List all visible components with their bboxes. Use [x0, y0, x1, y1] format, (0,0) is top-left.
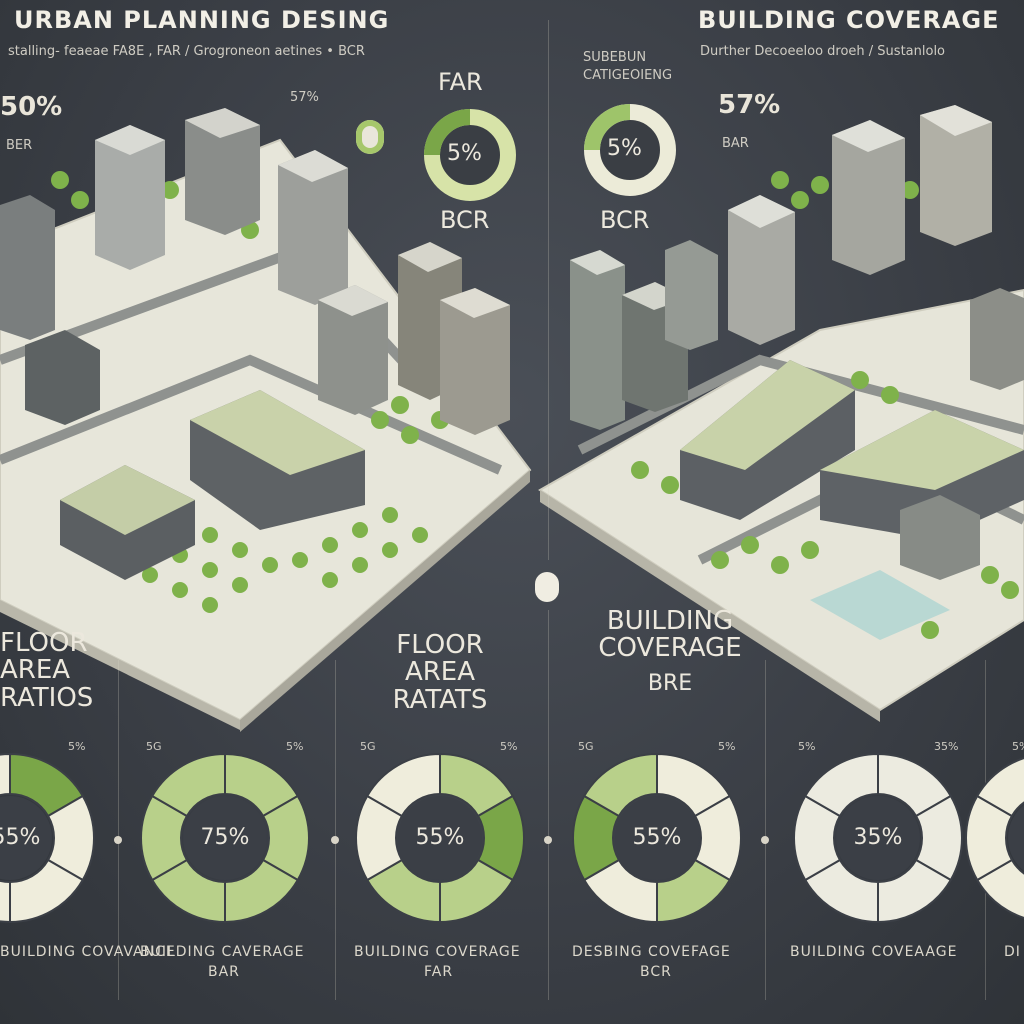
donut-3-center: 55%	[415, 825, 465, 850]
divider-dot-2	[331, 836, 339, 844]
right-ring-center: 5%	[607, 136, 642, 161]
donut-2-footer: BUILDING CAVERAGE	[140, 944, 305, 960]
donut-2-pct-right: 5%	[286, 740, 304, 753]
donut-4-footer: DESBING COVEFAGE	[572, 944, 731, 960]
mid-label-center: FLOOR AREA RATATS	[392, 630, 488, 715]
donut-1-footer: BUILDING COVAVANCE	[0, 944, 176, 960]
donut-2-pct-left: 5G	[146, 740, 162, 753]
left-buildings	[0, 108, 510, 580]
donut-4-pct-left: 5G	[578, 740, 594, 753]
right-buildings	[570, 105, 1024, 580]
donut-5-center: 35%	[853, 825, 903, 850]
divider-center-bottom	[548, 610, 549, 1000]
right-subtitle: Durther Decoeeloo droeh / Sustanlolo	[700, 44, 946, 59]
donut-5-pct-right: 35%	[934, 740, 959, 753]
divider-dot-3	[544, 836, 552, 844]
left-ground-edge	[0, 600, 240, 730]
donut-5-footer: BUILDING COVEAAGE	[790, 944, 958, 960]
right-pool	[810, 570, 950, 640]
right-stat-label: BAR	[722, 136, 749, 151]
left-ring-bottom-label: BCR	[440, 206, 490, 234]
divider-center-top	[548, 20, 549, 560]
center-marker-icon	[535, 572, 559, 602]
left-ring-center: 5%	[447, 141, 482, 166]
donut-3-pct-right: 5%	[500, 740, 518, 753]
donut-4-footer2: BCR	[640, 964, 672, 980]
donut-2-center: 75%	[200, 825, 250, 850]
right-small-label-2: CATIGEOIENG	[583, 68, 673, 83]
donut-1-center: 55%	[0, 825, 41, 850]
mid-label-left: FLOOR AREA RATIOS	[0, 628, 94, 713]
right-ring-bottom-label: BCR	[600, 206, 650, 234]
right-small-label-1: SUBEBUN	[583, 50, 647, 65]
mid-label-right-sub: BRE	[647, 671, 693, 696]
location-pin-icon	[356, 120, 384, 154]
left-small-stat: 57%	[290, 90, 319, 105]
donut-5-pct-left: 5%	[798, 740, 816, 753]
donut-2-footer2: BAR	[208, 964, 240, 980]
divider-1	[118, 660, 119, 1000]
right-title: BUILDING COVERAGE	[698, 6, 1000, 34]
donut-3-footer: BUILDING COVERAGE	[354, 944, 521, 960]
divider-dot-1	[114, 836, 122, 844]
left-ring-top-label: FAR	[438, 68, 483, 96]
right-road-1	[577, 354, 1024, 455]
divider-dot-5	[981, 836, 989, 844]
donut-4-pct-right: 5%	[718, 740, 736, 753]
donut-6-footer: DI	[1004, 944, 1021, 960]
donut-4-center: 55%	[632, 825, 682, 850]
right-ground-edge	[540, 490, 880, 722]
divider-3	[765, 660, 766, 1000]
donut-6-pct-left: 5%	[1012, 740, 1024, 753]
left-subtitle: stalling- feaeae FA8E , FAR / Grogroneon…	[8, 44, 365, 59]
donut-1-pct-right: 5%	[68, 740, 86, 753]
left-ground-edge-2	[240, 470, 530, 732]
right-stat: 57%	[718, 90, 781, 120]
donut-3-footer2: FAR	[424, 964, 454, 980]
left-title: URBAN PLANNING DESING	[14, 6, 390, 34]
donut-3-pct-left: 5G	[360, 740, 376, 753]
mid-label-right-title: BUILDING COVERAGE	[598, 606, 742, 664]
divider-2	[335, 660, 336, 1000]
left-stat: 50%	[0, 92, 63, 122]
divider-dot-4	[761, 836, 769, 844]
left-stat-label: BER	[6, 138, 33, 153]
divider-4	[985, 660, 986, 1000]
